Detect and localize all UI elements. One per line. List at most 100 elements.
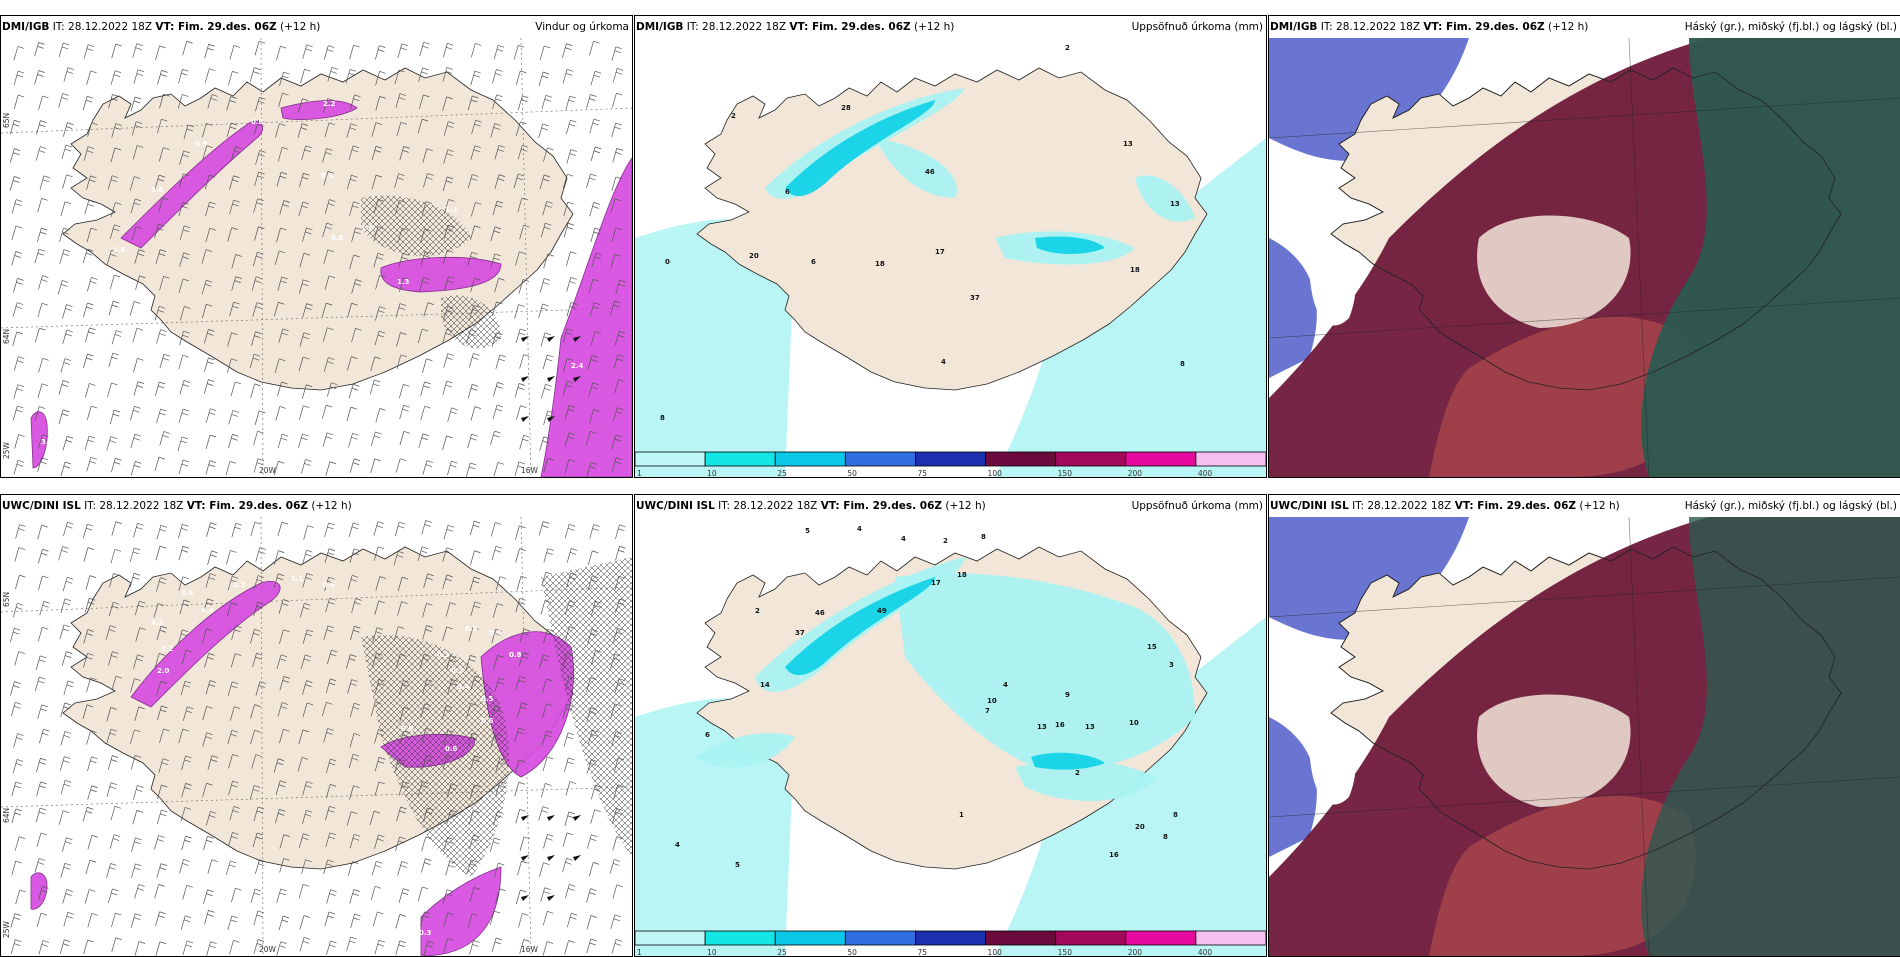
colorbar-segment [1055,930,1127,946]
wind-barb [373,521,384,536]
wind-barb [327,67,338,82]
wind-barb [205,408,217,423]
wind-barb [542,703,553,718]
wind-barb [589,40,600,56]
wind-barb [540,222,552,238]
colorbar-segment [1195,930,1266,946]
wind-barb [494,145,506,160]
wind-barb [615,524,626,539]
map-panel-1-2: UWC/DINI ISL IT: 28.12.2022 18Z VT: Fim.… [1268,494,1900,957]
wind-barb [515,597,526,613]
wind-barb [86,227,98,243]
wind-barb [133,69,145,84]
wind-barb [346,123,357,138]
wind-barb [442,435,453,450]
accum-value-label: 18 [875,260,885,268]
valid-time: VT: Fim. 29.des. 06Z [789,21,911,33]
wind-barb [204,174,216,190]
wind-barb [298,833,310,848]
wind-barb [441,705,453,720]
wind-barb [228,410,239,425]
colorbar: 1 10 25 50 75 100 150 200 400 [635,451,1266,477]
wind-barb [372,652,383,668]
map-svg: 2.2 0.8 0.9 3.6 1.6 0.8 1.3 0.5 1.6 1.3 2.4 3.6 65N 6… [1,38,632,477]
precip-area [30,872,48,910]
wind-barb [610,914,621,929]
accum-value-label: 4 [857,525,862,533]
wind-barb [443,149,454,164]
wind-barb [399,707,410,722]
wind-barb [419,277,430,292]
wind-barb [610,198,621,213]
colorbar-segment [1125,930,1197,946]
wind-barb [397,861,408,876]
wind-barb [371,145,383,161]
wind-barb [159,353,171,369]
wind-barb [11,860,22,876]
wind-barb [230,381,242,397]
wind-barb [442,42,454,58]
wind-barb [229,706,241,721]
wind-barb [395,914,406,929]
precip-value-label: 0.8 [465,625,478,633]
wind-barb [539,174,551,190]
wind-barb [10,701,22,717]
wind-barb [302,549,313,565]
wind-barb [254,410,266,425]
wind-barb [562,857,573,873]
wind-barb [231,887,242,903]
wind-barb [63,911,74,927]
valid-time: VT: Fim. 29.des. 06Z [186,500,309,512]
wind-barb [178,459,190,475]
wind-barb [250,888,262,904]
wind-barb [83,629,94,644]
wind-barb [132,43,143,58]
wind-barb [399,404,410,420]
wind-barb [420,228,431,243]
wind-barb [13,94,25,110]
wind-barb [156,681,167,696]
wind-barb [131,226,143,241]
wind-barb [84,200,95,215]
wind-barb [398,253,409,268]
wind-barb [131,121,143,136]
wind-barb [86,456,97,472]
wind-barb [251,276,263,291]
wind-barb [84,435,96,451]
wind-barb [398,781,410,796]
accum-value-label: 37 [795,629,805,637]
wind-barb [36,832,48,848]
wind-barb [159,276,170,291]
wind-barb [207,550,218,565]
precip-value-label: 2.2 [323,100,336,108]
wind-barb [254,119,265,135]
wind-barb [398,888,410,903]
wind-barb [514,727,525,743]
wind-barb [612,92,623,108]
wind-barb [157,70,168,85]
colorbar-segment [844,930,916,946]
wind-barb [397,227,409,243]
wind-pennant [521,855,529,861]
wind-barb [419,653,431,669]
wind-barb [205,680,217,695]
accum-value-label: 17 [935,248,945,256]
accum-value-label: 8 [1163,833,1168,841]
wind-barb [469,304,480,320]
snow-hatch-area [361,195,471,257]
wind-barb [417,328,429,344]
wind-barb [110,548,122,564]
wind-barb [589,302,601,317]
wind-barb [34,858,46,873]
wind-barb [106,782,118,797]
wind-barb [519,628,530,644]
wind-barb [515,548,526,563]
wind-barb [299,936,311,952]
wind-barb [590,784,602,800]
accum-value-label: 46 [815,609,825,617]
cloud-area-mid [1269,717,1317,857]
wind-pennant [573,376,581,382]
wind-barb [299,405,310,420]
colorbar-segment [635,451,706,467]
wind-barb [399,277,410,292]
